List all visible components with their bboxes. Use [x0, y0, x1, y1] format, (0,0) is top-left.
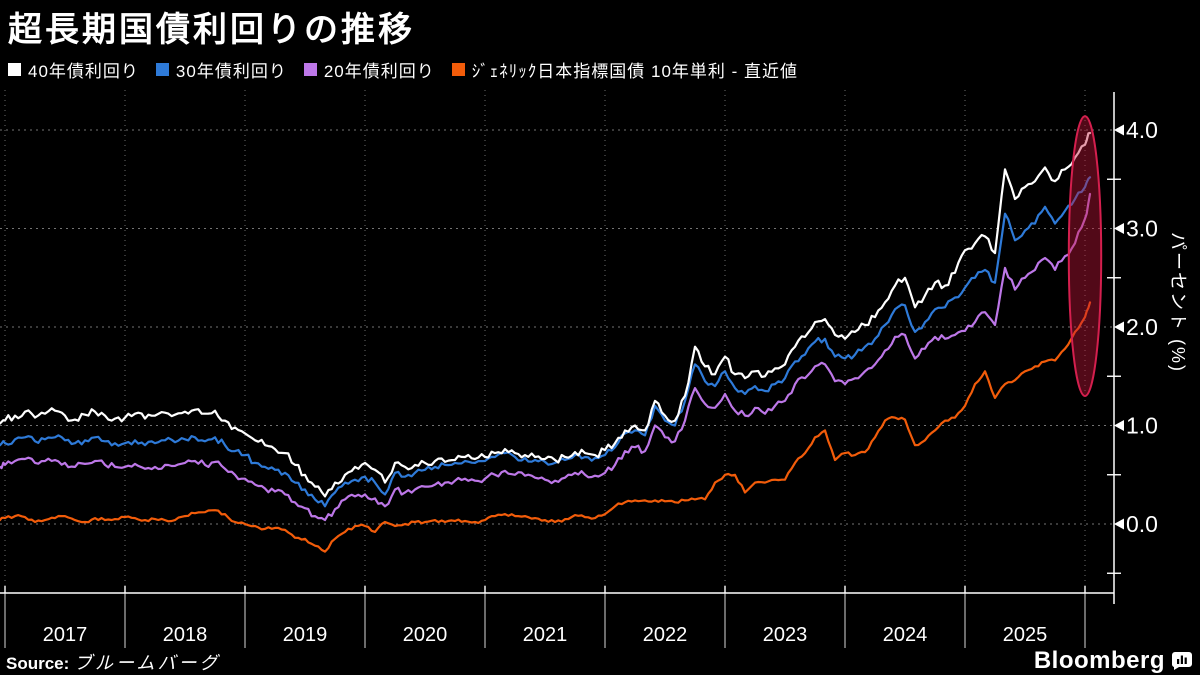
axes: 0.0 1.0 2.0 3.0 4.0 2017 2018 2019 2020 2021 2022 2…: [0, 92, 1158, 648]
legend-label-40y: 40年債利回り: [28, 62, 139, 81]
svg-text:2023: 2023: [763, 624, 808, 646]
svg-text:0.0: 0.0: [1126, 511, 1158, 537]
svg-text:2020: 2020: [403, 624, 448, 646]
svg-text:2018: 2018: [163, 624, 208, 646]
svg-text:2025: 2025: [1003, 624, 1048, 646]
svg-text:2.0: 2.0: [1126, 314, 1158, 340]
svg-text:4.0: 4.0: [1126, 117, 1158, 143]
bloomberg-logo: Bloomberg: [1034, 647, 1192, 675]
source-prefix: Source:: [6, 654, 70, 673]
legend-swatch-30y: [155, 63, 169, 76]
svg-text:3.0: 3.0: [1126, 216, 1158, 242]
svg-text:2024: 2024: [883, 624, 928, 646]
legend-item-20y: 20年債利回り: [303, 57, 435, 82]
svg-text:1.0: 1.0: [1126, 413, 1158, 439]
svg-text:2021: 2021: [523, 624, 568, 646]
series-line-2: [0, 192, 1092, 522]
legend-swatch-40y: [8, 63, 21, 76]
legend-swatch-10y: [451, 63, 465, 76]
legend-item-10y: ｼﾞｪﾈﾘｯｸ日本指標国債 10年単利 - 直近値: [451, 57, 799, 82]
recent-surge-highlight-ellipse: [1067, 115, 1103, 397]
gridlines: [0, 90, 1114, 593]
legend-label-20y: 20年債利回り: [323, 62, 435, 81]
legend-swatch-20y: [303, 63, 317, 76]
svg-text:2022: 2022: [643, 624, 688, 646]
bloomberg-wordmark: Bloomberg: [1033, 647, 1165, 674]
y-axis-unit-label: パーセント (%): [1168, 232, 1188, 373]
chart-title: 超長期国債利回りの推移: [8, 10, 415, 50]
chart-legend: 40年債利回り 30年債利回り 20年債利回り ｼﾞｪﾈﾘｯｸ日本指標国債 10…: [8, 57, 798, 82]
svg-text:2017: 2017: [43, 624, 88, 646]
svg-text:2019: 2019: [283, 624, 328, 646]
legend-label-30y: 30年債利回り: [175, 62, 287, 81]
series-lines: [0, 131, 1092, 553]
legend-item-40y: 40年債利回り: [8, 57, 139, 82]
series-line-3: [0, 301, 1092, 553]
source-text: ブルームバーグ: [74, 653, 221, 674]
source-attribution: Source: ブルームバーグ: [6, 649, 221, 675]
series-line-0: [0, 131, 1092, 498]
series-line-1: [0, 176, 1092, 508]
bar-chart-bubble-icon: [1172, 652, 1192, 670]
legend-item-30y: 30年債利回り: [155, 57, 287, 82]
legend-label-10y: ｼﾞｪﾈﾘｯｸ日本指標国債 10年単利 - 直近値: [471, 62, 799, 81]
